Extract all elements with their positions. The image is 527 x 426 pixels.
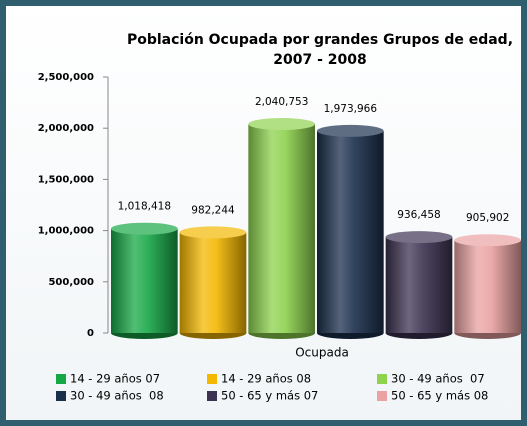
data-label: 1,018,418 — [118, 201, 171, 213]
bar-top — [317, 124, 384, 137]
legend-label: 50 - 65 y más 08 — [391, 389, 488, 403]
bar-top — [179, 226, 247, 239]
legend-label: 14 - 29 años 08 — [221, 372, 311, 386]
legend-label: 14 - 29 años 07 — [70, 372, 160, 386]
legend-swatch — [207, 374, 217, 384]
legend-swatch — [207, 391, 217, 401]
bar — [385, 237, 453, 333]
bar-top — [454, 234, 521, 247]
bar — [111, 228, 178, 333]
chart-title: Población Ocupada por grandes Grupos de … — [127, 32, 513, 48]
y-tick-label: 1,500,000 — [38, 174, 94, 185]
bar-top — [385, 231, 453, 244]
legend-label: 30 - 49 años 08 — [70, 389, 164, 403]
bar — [317, 130, 384, 333]
bar — [179, 232, 247, 333]
x-tick-label: Ocupada — [295, 346, 349, 360]
data-label: 2,040,753 — [255, 96, 308, 108]
data-label: 1,973,966 — [324, 103, 378, 115]
bar-top — [111, 222, 178, 235]
data-label: 982,244 — [191, 204, 235, 216]
data-label: 936,458 — [397, 209, 440, 221]
legend-label: 50 - 65 y más 07 — [221, 389, 318, 403]
y-tick-label: 2,000,000 — [38, 123, 94, 134]
legend-swatch — [56, 391, 66, 401]
y-tick-label: 2,500,000 — [38, 72, 94, 83]
data-label: 905,902 — [466, 212, 509, 224]
bar-top — [248, 118, 315, 131]
legend-swatch — [377, 391, 387, 401]
chart-title: 2007 - 2008 — [273, 52, 367, 68]
y-tick-label: 500,000 — [48, 277, 94, 288]
bar — [454, 240, 521, 333]
legend-swatch — [377, 374, 387, 384]
y-tick-label: 1,000,000 — [38, 226, 94, 237]
legend-label: 30 - 49 años 07 — [391, 372, 485, 386]
y-tick-label: 0 — [87, 328, 94, 339]
bar — [248, 124, 315, 334]
legend-swatch — [56, 374, 66, 384]
